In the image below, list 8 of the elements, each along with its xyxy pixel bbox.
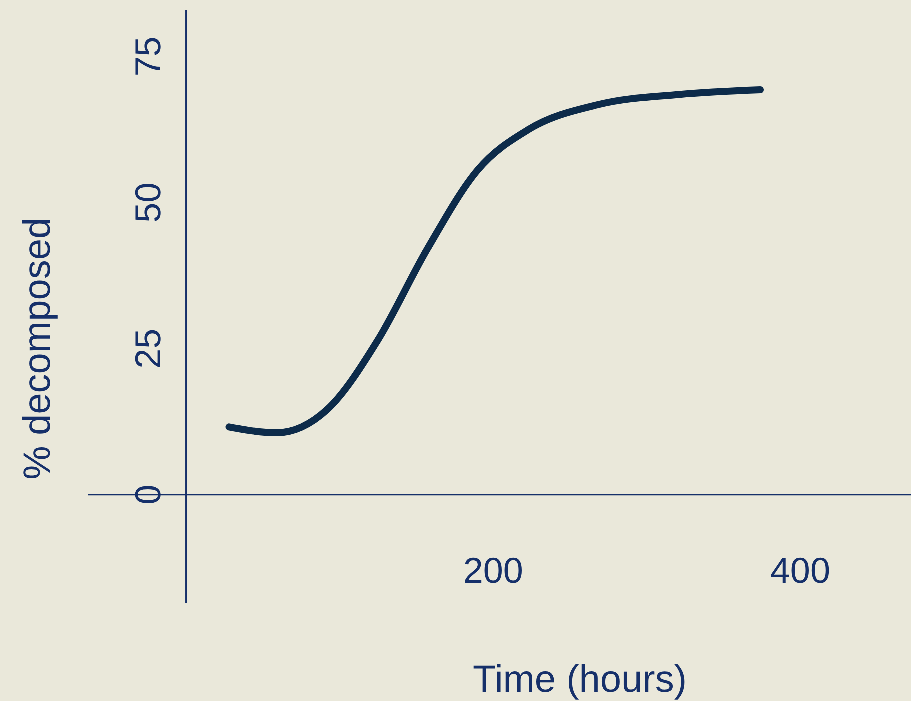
y-tick-label: 0	[127, 484, 168, 505]
x-tick-label: 200	[463, 550, 524, 591]
y-axis-title: % decomposed	[17, 218, 59, 480]
x-axis-title: Time (hours)	[473, 659, 687, 701]
y-tick-label: 50	[127, 182, 168, 223]
x-tick-label: 400	[770, 550, 830, 591]
y-tick-label: 75	[127, 36, 168, 77]
y-tick-label: 25	[127, 328, 168, 369]
